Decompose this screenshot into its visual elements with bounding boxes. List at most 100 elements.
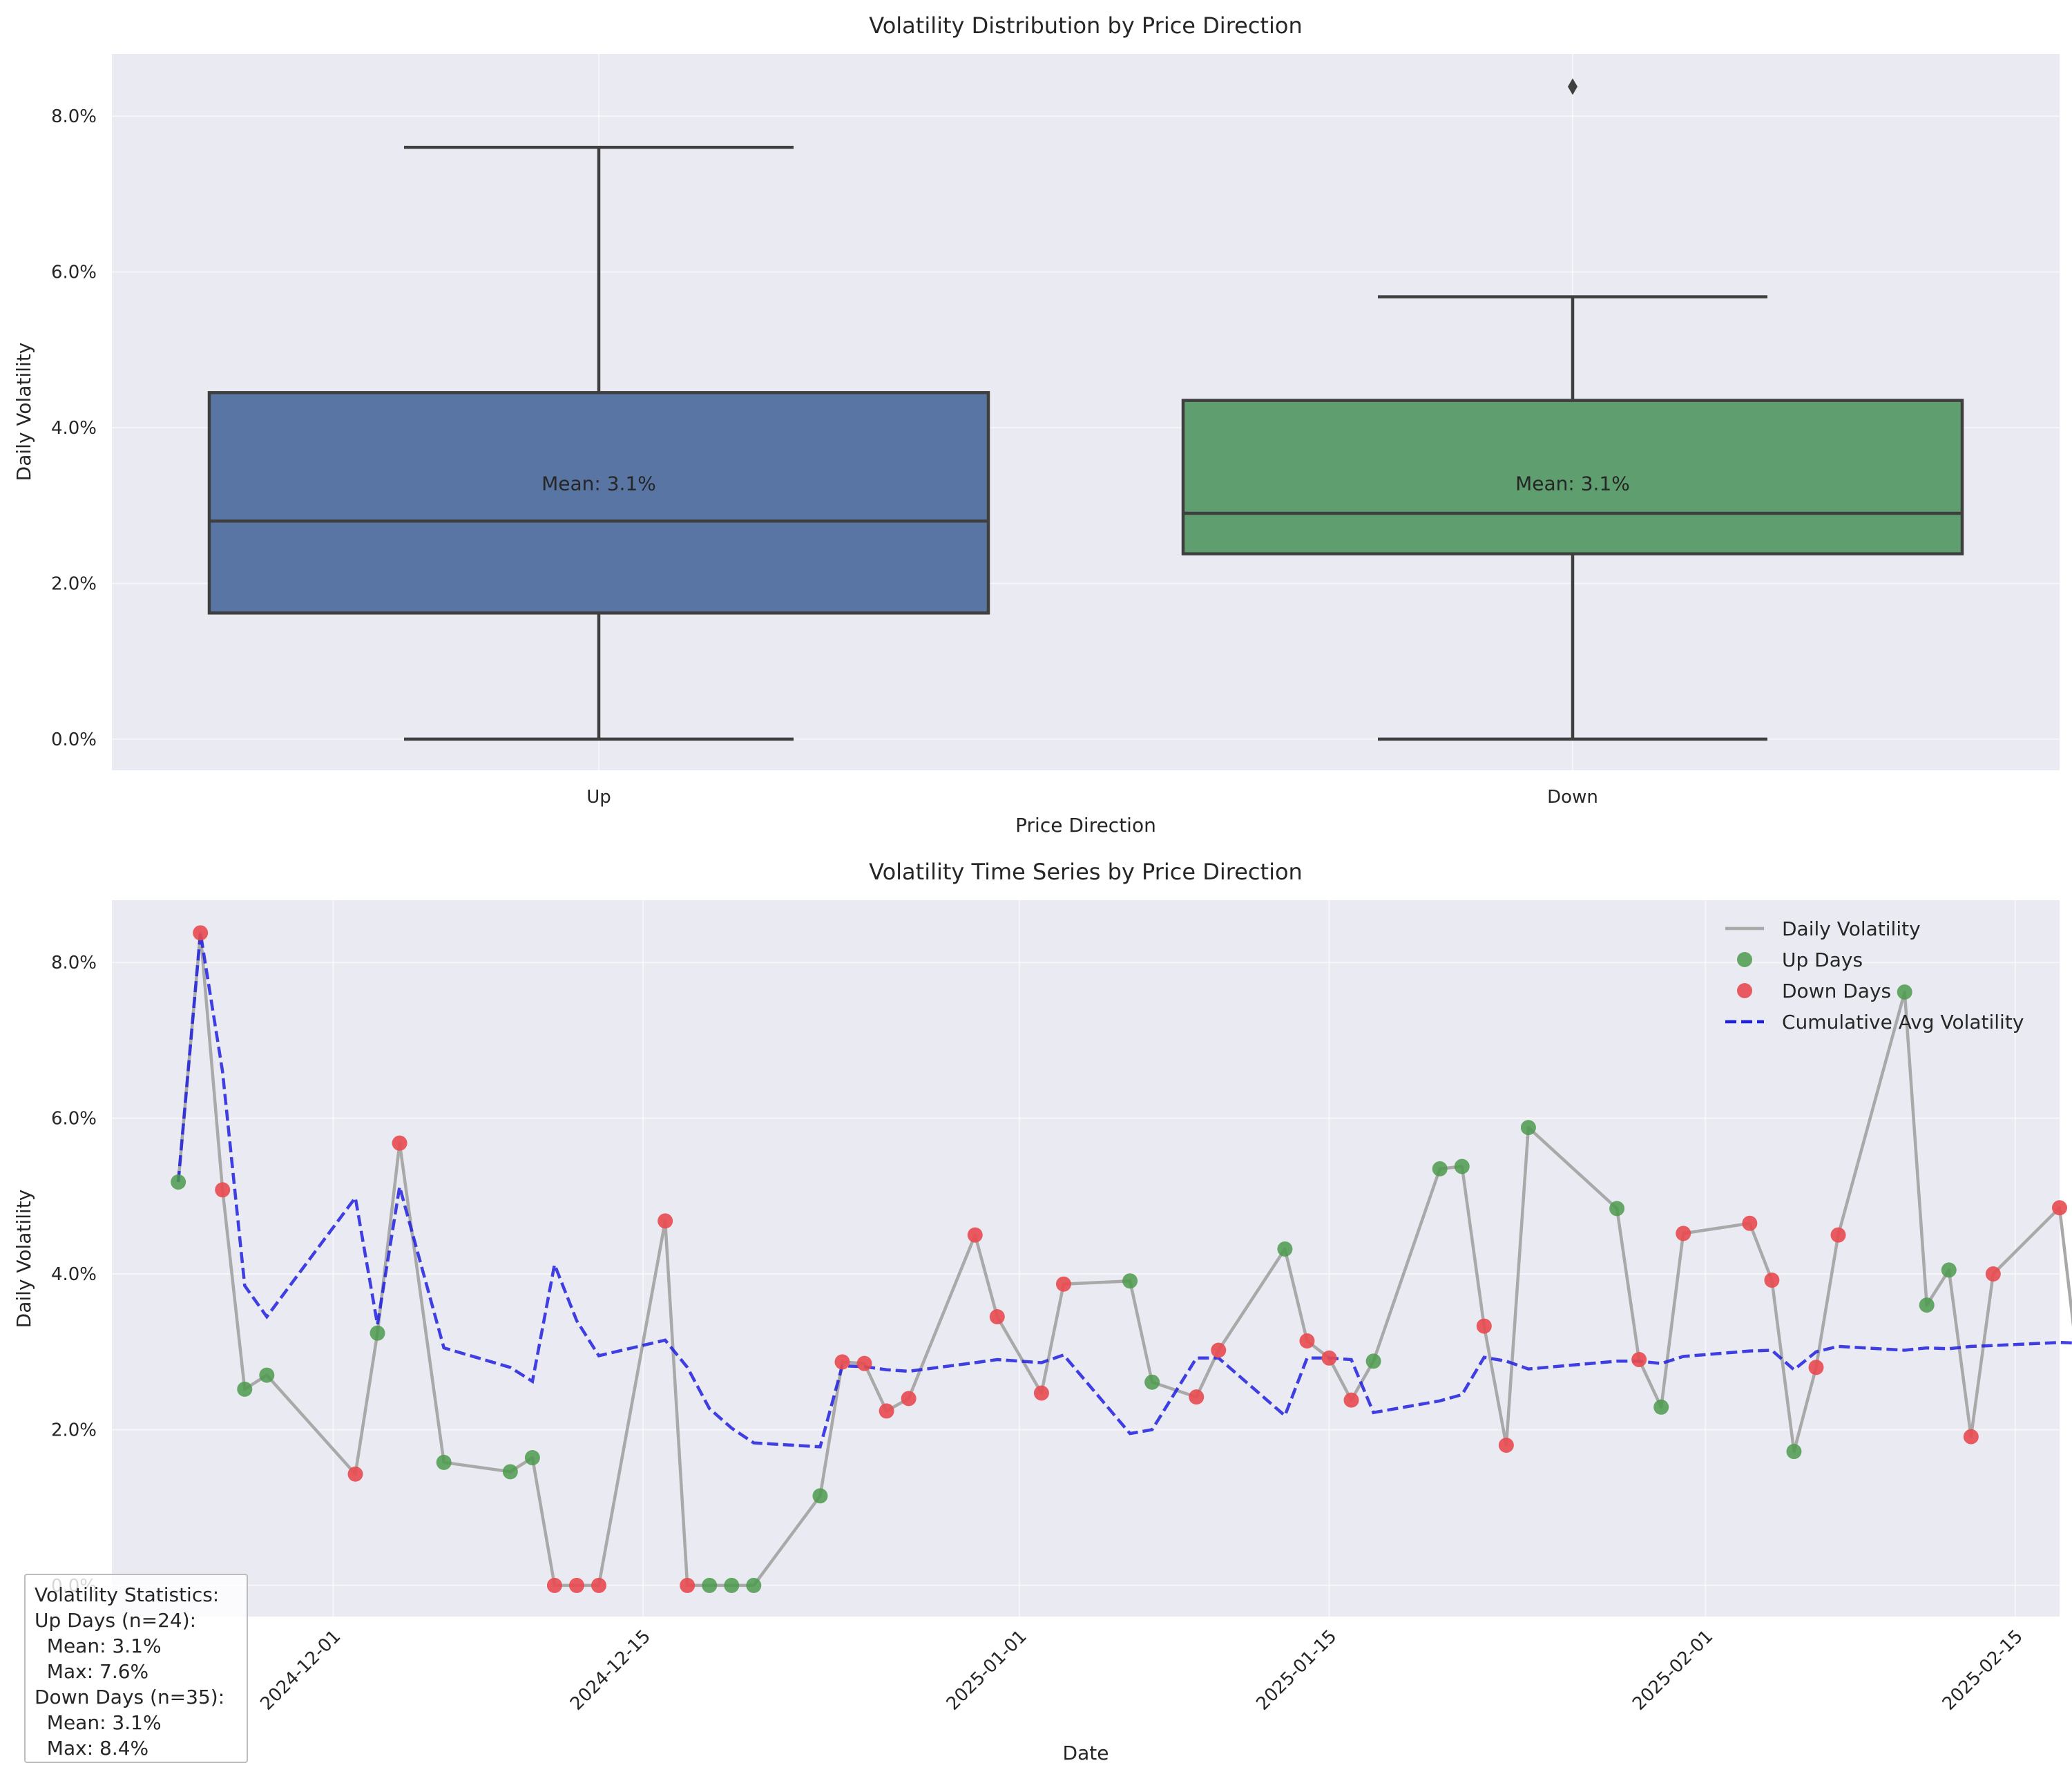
down-day-point [834, 1354, 850, 1370]
y-tick-label: 2.0% [51, 573, 97, 594]
time-series-grid [112, 900, 2060, 1617]
legend-label-down-days: Down Days [1782, 980, 1891, 1002]
legend-item-cumulative-avg: Cumulative Avg Volatility [1725, 1011, 2024, 1033]
down-day-point [1055, 1276, 1071, 1292]
legend-item-up-days: Up Days [1737, 949, 1863, 971]
up-day-point [1432, 1161, 1448, 1176]
up-day-point [1919, 1297, 1935, 1313]
legend-item-daily-volatility: Daily Volatility [1725, 917, 1921, 940]
time-series-y-axis-label: Daily Volatility [12, 1190, 35, 1328]
down-day-point [568, 1577, 584, 1593]
down-day-point [1764, 1273, 1780, 1288]
down-day-point [1033, 1385, 1049, 1401]
x-tick-label: Down [1547, 787, 1598, 808]
box-plot-marks: Mean: 3.1% Mean: 3.1% [207, 78, 1964, 741]
statistics-box: Volatility Statistics: Up Days (n=24): M… [24, 1574, 248, 1763]
down-day-point [1343, 1392, 1359, 1408]
down-day-point [392, 1135, 407, 1151]
y-tick-label: 6.0% [51, 263, 97, 283]
statistics-line: Down Days (n=35): [35, 1686, 224, 1708]
statistics-line: Mean: 3.1% [35, 1711, 162, 1734]
statistics-line: Volatility Statistics: [35, 1583, 219, 1606]
down-day-point [1830, 1227, 1846, 1243]
up-day-point [502, 1464, 518, 1480]
y-tick-label: 2.0% [51, 1420, 97, 1440]
down-day-point [1299, 1333, 1315, 1349]
legend-label-daily-volatility: Daily Volatility [1782, 917, 1921, 940]
y-tick-label: 0.0% [51, 730, 97, 750]
legend-label-cumulative-avg: Cumulative Avg Volatility [1782, 1011, 2024, 1033]
up-day-point [1277, 1241, 1293, 1257]
up-day-point [724, 1577, 740, 1593]
up-day-point [746, 1577, 762, 1593]
up-day-point [237, 1381, 253, 1397]
down-day-point [1476, 1318, 1492, 1334]
down-day-point [1985, 1266, 2001, 1282]
down-day-point [591, 1577, 606, 1593]
statistics-line: Mean: 3.1% [35, 1635, 162, 1657]
down-day-point [2052, 1200, 2067, 1216]
up-day-point [1897, 984, 1912, 1000]
down-day-point [680, 1577, 696, 1593]
down-day-point [1631, 1352, 1647, 1368]
down-day-point [546, 1577, 562, 1593]
down-day-point [658, 1213, 673, 1229]
up-day-point [524, 1450, 540, 1466]
y-tick-label: 8.0% [51, 953, 97, 973]
down-day-point [347, 1466, 363, 1482]
box-up: Mean: 3.1% [207, 146, 990, 741]
y-tick-label: 6.0% [51, 1109, 97, 1130]
up-day-point [1122, 1273, 1138, 1289]
legend: Daily Volatility Up Days Down Days Cumul… [1725, 917, 2024, 1033]
time-series-plot-area [112, 900, 2060, 1617]
y-tick-label: 4.0% [51, 1264, 97, 1285]
down-day-point [989, 1309, 1005, 1325]
up-day-point [1365, 1353, 1381, 1369]
mean-annotation: Mean: 3.1% [541, 472, 656, 495]
down-day-point [1189, 1389, 1205, 1405]
up-day-point [259, 1367, 275, 1383]
time-series-x-axis-label: Date [1063, 1742, 1109, 1764]
time-series-marks [171, 925, 2072, 1593]
up-day-point [1520, 1120, 1536, 1136]
down-day-point [967, 1227, 983, 1243]
box-iqr [1181, 399, 1964, 555]
up-day-point [1941, 1262, 1957, 1278]
up-day-point [1786, 1444, 1802, 1460]
box-plot-title: Volatility Distribution by Price Directi… [869, 12, 1302, 39]
down-day-point [1742, 1215, 1758, 1231]
down-day-point [193, 925, 209, 941]
down-day-point [1321, 1350, 1337, 1366]
down-day-point [1211, 1342, 1227, 1358]
up-day-point [436, 1454, 452, 1470]
down-day-point [901, 1391, 917, 1407]
box-plot-x-ticks: Up Down [586, 787, 1598, 808]
down-day-point [879, 1403, 894, 1419]
down-day-point [1963, 1429, 1979, 1445]
box-down: Mean: 3.1% [1181, 78, 1964, 741]
statistics-line: Max: 8.4% [35, 1737, 148, 1760]
time-series-panel: 0.0%2.0%4.0%6.0%8.0% 2024-12-012024-12-1… [12, 859, 2072, 1764]
down-day-point [215, 1182, 231, 1198]
x-tick-label: Up [586, 787, 611, 808]
up-day-point [1454, 1159, 1470, 1174]
box-plot-x-axis-label: Price Direction [1015, 814, 1156, 837]
up-day-point [702, 1577, 718, 1593]
box-plot-y-axis-label: Daily Volatility [12, 343, 35, 482]
statistics-line: Up Days (n=24): [35, 1609, 196, 1632]
up-day-point [1609, 1201, 1625, 1217]
down-day-point [1808, 1360, 1824, 1375]
outlier-point [1568, 78, 1577, 95]
up-day-point [370, 1325, 385, 1341]
y-tick-label: 4.0% [51, 418, 97, 439]
up-day-point [812, 1488, 828, 1504]
box-iqr [207, 391, 990, 615]
y-tick-label: 8.0% [51, 106, 97, 127]
up-day-point [171, 1174, 186, 1190]
cumulative-avg-line [176, 932, 2072, 1449]
down-day-point [1676, 1226, 1691, 1241]
down-day-point [1498, 1438, 1514, 1454]
up-day-point [1653, 1399, 1669, 1415]
statistics-line: Max: 7.6% [35, 1660, 148, 1683]
